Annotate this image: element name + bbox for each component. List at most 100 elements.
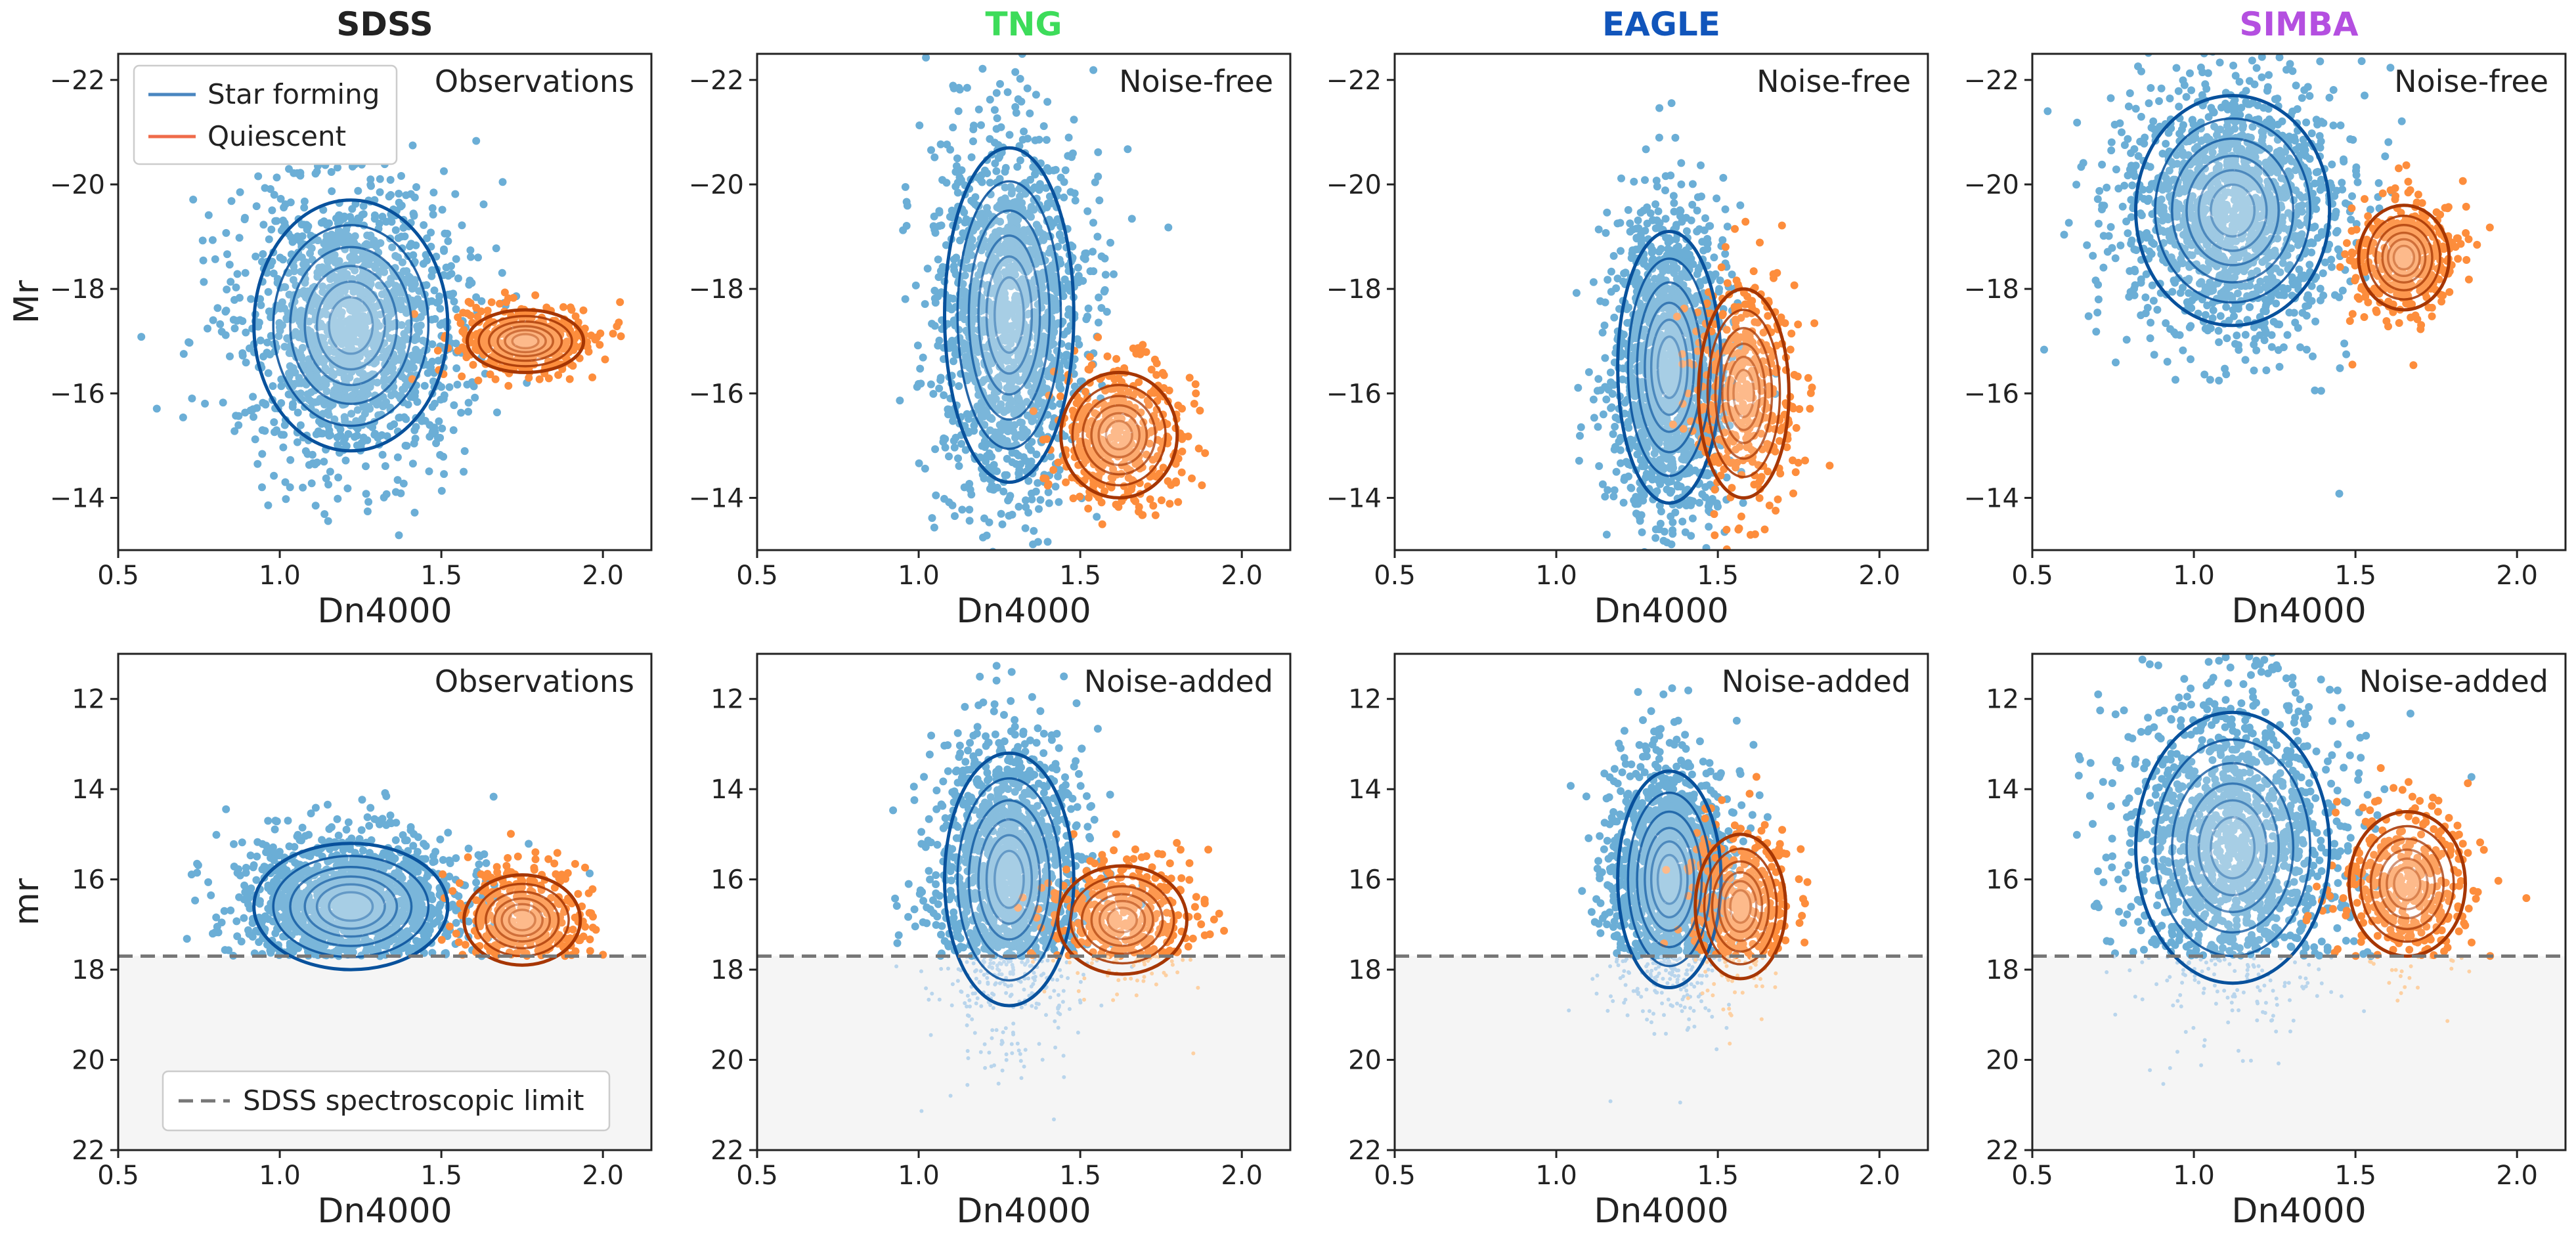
q-point (1166, 500, 1174, 508)
sf-point (427, 228, 435, 237)
sf-point (1007, 189, 1016, 198)
sf-point (1064, 133, 1073, 142)
sf-point (1022, 503, 1030, 511)
q-point (1157, 496, 1166, 505)
q-point (1146, 495, 1154, 503)
q-point (559, 303, 567, 311)
sf-point (295, 374, 303, 382)
sf-point (1015, 502, 1023, 511)
q-point (1084, 504, 1093, 513)
sf-point (322, 310, 331, 318)
sf-point (286, 456, 295, 464)
sf-point (1651, 200, 1660, 209)
sf-point (357, 349, 366, 357)
q-point (1171, 460, 1180, 468)
q-point (1152, 371, 1161, 379)
sf-point (188, 395, 196, 402)
sf-point (334, 385, 343, 393)
sf-point (1651, 224, 1660, 232)
sf-point (376, 310, 384, 318)
sf-point (297, 353, 305, 361)
sf-point (966, 22, 974, 30)
sf-point (1018, 326, 1027, 334)
sf-point (1022, 398, 1031, 406)
sf-point (376, 175, 384, 183)
sf-point (441, 229, 449, 238)
sf-point (1611, 414, 1620, 421)
sf-point (412, 183, 420, 191)
sf-point (1618, 375, 1626, 383)
sf-point (1671, 133, 1680, 142)
sf-point (452, 305, 460, 313)
sf-point (401, 232, 409, 241)
sf-point (936, 374, 945, 382)
sf-point (997, 400, 1005, 408)
sf-point (1026, 109, 1034, 118)
sf-point (1001, 167, 1009, 176)
sf-point (360, 437, 368, 445)
sf-point (952, 162, 961, 170)
sf-point (993, 467, 1001, 475)
sf-point (265, 235, 273, 244)
sf-point (498, 178, 507, 186)
sf-point (1010, 306, 1018, 314)
panel-r0-c0: 0.5 1.0 1.5 2.0Dn4000−22−20−18−16−14MrObser… (7, 5, 653, 631)
sf-point (999, 487, 1008, 496)
sf-point (1022, 335, 1030, 343)
sf-point (949, 123, 957, 132)
sf-point (965, 505, 974, 514)
sf-point (263, 338, 272, 347)
sf-point (258, 483, 266, 492)
sf-point (915, 459, 923, 467)
sf-point (1064, 280, 1072, 288)
sf-point (242, 328, 250, 337)
sf-point (390, 357, 399, 366)
sf-point (230, 324, 239, 333)
sf-point (261, 184, 269, 192)
sf-point (1688, 200, 1697, 209)
sf-point (951, 182, 960, 191)
sf-point (318, 410, 327, 418)
q-point (1145, 400, 1153, 409)
sf-point (324, 400, 332, 408)
sf-point (1609, 430, 1617, 439)
sf-point (1701, 214, 1709, 223)
sf-point (285, 165, 293, 173)
sf-point (300, 203, 309, 212)
sf-point (387, 391, 395, 400)
sf-point (986, 426, 994, 435)
sf-point (1662, 368, 1670, 376)
sf-point (1021, 366, 1030, 375)
sf-point (1671, 508, 1680, 517)
sf-point (404, 400, 412, 409)
sf-point (415, 287, 424, 295)
sf-point (1667, 99, 1676, 108)
sf-point (1609, 251, 1618, 260)
sf-point (986, 394, 995, 402)
sf-point (330, 415, 339, 423)
q-contour (511, 333, 540, 350)
q-point (531, 291, 540, 299)
sf-point (1101, 270, 1110, 279)
sf-point (1021, 301, 1030, 309)
sf-point (1060, 356, 1068, 365)
q-point (567, 306, 576, 314)
sf-point (948, 337, 956, 345)
sf-point (395, 198, 403, 207)
sf-point (226, 352, 234, 360)
sf-point (336, 367, 344, 375)
sf-point (934, 273, 943, 282)
sf-point (273, 274, 282, 283)
q-point (1107, 473, 1116, 482)
sf-point (286, 362, 294, 370)
sf-point (285, 372, 294, 380)
sf-point (372, 242, 380, 251)
sf-point (305, 361, 314, 370)
sf-point (1688, 514, 1697, 523)
sf-point (273, 426, 281, 435)
q-point (1188, 474, 1196, 482)
sf-point (250, 413, 257, 421)
sf-point (440, 245, 448, 253)
sf-point (1619, 498, 1628, 507)
sf-point (219, 398, 227, 407)
